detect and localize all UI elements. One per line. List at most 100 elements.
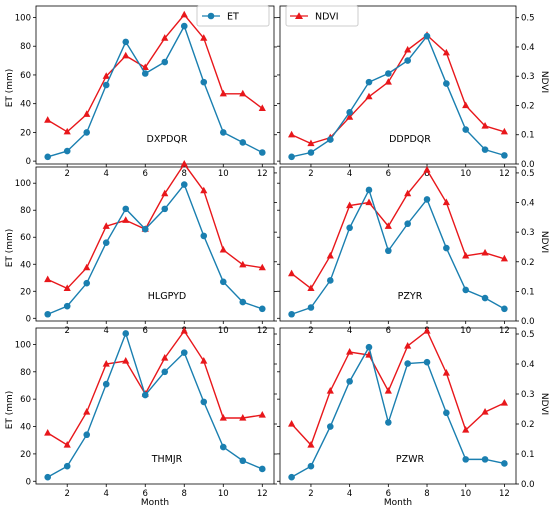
xtick-label: 8 bbox=[424, 489, 429, 499]
ytick-right-label: 0.0 bbox=[521, 317, 535, 327]
point-ndvi bbox=[326, 387, 334, 394]
point-ndvi bbox=[200, 34, 208, 41]
point-et bbox=[365, 78, 373, 86]
ytick-left-label: 60 bbox=[20, 233, 31, 243]
point-ndvi bbox=[346, 201, 354, 209]
point-et bbox=[63, 302, 71, 310]
point-ndvi bbox=[63, 441, 71, 448]
xtick-label: 12 bbox=[499, 169, 510, 179]
point-et bbox=[83, 431, 91, 439]
point-ndvi bbox=[288, 420, 296, 427]
point-et bbox=[501, 305, 508, 313]
point-et bbox=[122, 205, 130, 213]
series-line-ndvi bbox=[291, 329, 505, 447]
point-et bbox=[102, 81, 110, 89]
point-ndvi bbox=[258, 263, 266, 271]
xtick-label: 2 bbox=[65, 489, 70, 499]
point-et bbox=[141, 225, 149, 233]
ytick-right-label: 0.2 bbox=[521, 101, 535, 111]
ytick-right-label: 0.3 bbox=[521, 228, 535, 238]
point-ndvi bbox=[346, 348, 354, 355]
xtick-label: 10 bbox=[218, 169, 229, 179]
xtick-label: 6 bbox=[143, 326, 148, 336]
ytick-left-label: 100 bbox=[15, 340, 31, 350]
ylabel-right-row2: NDVI bbox=[539, 231, 549, 253]
point-ndvi bbox=[122, 51, 130, 59]
series-line-ndvi bbox=[291, 168, 505, 290]
point-ndvi bbox=[239, 89, 247, 97]
point-et bbox=[44, 153, 52, 161]
point-ndvi bbox=[44, 429, 52, 436]
point-et bbox=[307, 462, 315, 470]
xtick-label: 2 bbox=[308, 169, 313, 179]
ytick-right-label: 0.5 bbox=[521, 169, 535, 179]
point-ndvi bbox=[500, 399, 508, 406]
xlabel-left: Month bbox=[141, 498, 169, 508]
xtick-label: 4 bbox=[347, 489, 352, 499]
point-ndvi bbox=[384, 222, 392, 229]
series-line-ndvi bbox=[47, 329, 263, 446]
panel-ddpdqr: 0.0 0.1 0.2 0.3 0.4 0.5 2 4 6 8 10 12 DDPDQR bbox=[277, 5, 535, 179]
xlabel-right: Month bbox=[384, 498, 412, 508]
point-ndvi bbox=[63, 284, 71, 292]
point-ndvi bbox=[102, 72, 110, 79]
point-et bbox=[63, 147, 71, 155]
xtick-label: 4 bbox=[347, 169, 352, 179]
series-line-et bbox=[47, 24, 263, 158]
point-ndvi bbox=[365, 198, 373, 206]
point-ndvi bbox=[500, 127, 508, 135]
point-et bbox=[239, 139, 247, 146]
point-et bbox=[404, 360, 411, 367]
point-ndvi bbox=[161, 354, 169, 361]
xtick-label: 8 bbox=[182, 489, 187, 499]
point-et bbox=[83, 279, 91, 287]
point-et bbox=[83, 129, 91, 136]
xtick-label: 10 bbox=[460, 169, 471, 179]
point-et bbox=[239, 298, 247, 306]
point-ndvi bbox=[141, 63, 149, 71]
ytick-right-label: 0.1 bbox=[521, 450, 535, 460]
point-et bbox=[63, 462, 71, 470]
point-ndvi bbox=[500, 254, 508, 262]
xtick-label: 10 bbox=[218, 326, 229, 336]
point-ndvi bbox=[326, 251, 334, 259]
panel-label: DXPDQR bbox=[147, 134, 188, 145]
series-line-ndvi bbox=[47, 13, 263, 133]
xtick-label: 6 bbox=[386, 169, 391, 179]
panel-frame bbox=[35, 166, 275, 322]
point-ndvi bbox=[346, 113, 354, 120]
point-ndvi bbox=[180, 327, 188, 334]
point-ndvi bbox=[200, 186, 208, 194]
series-line-ndvi bbox=[291, 34, 505, 145]
ytick-right-label: 0.2 bbox=[521, 258, 535, 268]
ytick-left-label: 20 bbox=[20, 450, 31, 460]
point-ndvi bbox=[83, 408, 91, 415]
point-ndvi bbox=[219, 414, 227, 421]
xtick-label: 10 bbox=[218, 489, 229, 499]
ytick-left-label: 20 bbox=[20, 128, 31, 138]
point-et bbox=[219, 443, 227, 451]
point-et bbox=[258, 149, 266, 156]
point-et bbox=[44, 473, 52, 481]
point-ndvi bbox=[404, 342, 412, 349]
point-et bbox=[481, 456, 489, 463]
point-ndvi bbox=[180, 10, 188, 18]
point-et bbox=[443, 409, 450, 417]
panel-pzwr: 0.0 0.1 0.2 0.3 0.4 0.5 2 4 6 8 10 12 PZWR bbox=[277, 327, 535, 499]
panel-frame bbox=[279, 327, 517, 485]
point-ndvi bbox=[122, 216, 130, 223]
point-et bbox=[44, 310, 52, 318]
point-ndvi bbox=[307, 284, 315, 292]
point-et bbox=[102, 380, 110, 388]
xtick-label: 4 bbox=[104, 326, 109, 336]
point-et bbox=[141, 391, 149, 399]
series-line-et bbox=[291, 188, 505, 315]
point-ndvi bbox=[404, 189, 412, 197]
point-ndvi bbox=[442, 198, 450, 206]
point-ndvi bbox=[102, 222, 110, 229]
xtick-label: 6 bbox=[143, 489, 148, 499]
ytick-right-label: 0.4 bbox=[521, 43, 535, 53]
legend-et-label: ET bbox=[227, 12, 239, 23]
point-ndvi bbox=[423, 327, 431, 334]
xtick-label: 4 bbox=[104, 489, 109, 499]
